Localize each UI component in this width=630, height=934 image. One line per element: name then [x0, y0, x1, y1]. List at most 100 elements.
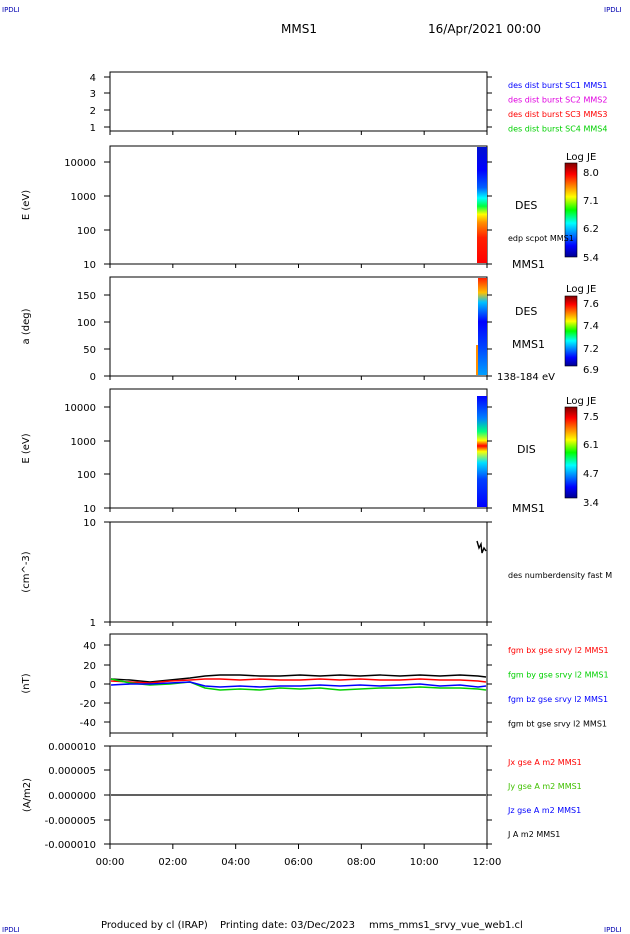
y-axis-label-des-pitch: a (deg)	[21, 308, 32, 344]
des-energy-spectrogram	[477, 147, 487, 263]
corner-label-top-left: IPDLI	[2, 6, 20, 14]
corner-label-bottom-left: IPDLI	[2, 926, 20, 934]
legend-bfield-2: fgm by gse srvy l2 MMS1	[508, 671, 609, 680]
colorbar-tick-des-pitch: 7.4	[583, 321, 599, 332]
overlay-label-scpot: edp scpot MMS1	[508, 234, 574, 243]
colorbar-title-des-energy: Log JE	[566, 152, 596, 163]
legend-current-3: Jz gse A m2 MMS1	[507, 806, 581, 815]
legend-bfield-1: fgm bx gse srvy l2 MMS1	[508, 646, 609, 655]
y-tick-label-des-pitch: 50	[83, 345, 96, 356]
x-tick-label: 06:00	[284, 857, 313, 868]
date-title: 16/Apr/2021 00:00	[428, 22, 542, 36]
des-pitch-spectrogram-edge	[476, 345, 478, 375]
bfield-bx-trace	[110, 678, 487, 684]
density-trace	[476, 540, 487, 554]
legend-bfield-3: fgm bz gse srvy l2 MMS1	[508, 695, 608, 704]
y-tick-label-current: 0.000010	[48, 742, 96, 753]
y-axis-label-density: (cm^-3)	[21, 551, 32, 592]
y-tick-label-des-energy: 10000	[64, 158, 96, 169]
y-axis-label-dis-energy: E (eV)	[21, 433, 32, 463]
y-tick-label-dis-energy: 10000	[64, 403, 96, 414]
y-tick-label-burst: 1	[90, 123, 96, 134]
x-tick-label: 08:00	[347, 857, 376, 868]
y-tick-label-dis-energy: 100	[77, 470, 96, 481]
colorbar-tick-des-energy: 5.4	[583, 253, 599, 264]
x-tick-label: 10:00	[410, 857, 439, 868]
x-tick-label: 04:00	[221, 857, 250, 868]
y-tick-label-des-pitch: 0	[90, 372, 96, 383]
spacecraft-title: MMS1	[281, 22, 317, 36]
panel-frame-dis-energy	[109, 388, 488, 509]
y-tick-label-current: -0.000010	[45, 840, 96, 851]
legend-current-4: J A m2 MMS1	[507, 830, 560, 839]
colorbar-tick-des-energy: 6.2	[583, 224, 599, 235]
legend-burst-3: des dist burst SC3 MMS3	[508, 110, 607, 119]
y-tick-label-burst: 2	[90, 106, 96, 117]
colorbar-dis-energy	[564, 406, 578, 499]
y-tick-label-des-pitch: 150	[77, 291, 96, 302]
y-tick-label-dis-energy: 10	[83, 504, 96, 515]
spacecraft-label-dis: MMS1	[512, 502, 545, 515]
y-tick-label-burst: 4	[90, 73, 96, 84]
x-tick-label: 12:00	[473, 857, 502, 868]
corner-label-bottom-right: IPDLI	[604, 926, 622, 934]
y-tick-label-des-energy: 100	[77, 226, 96, 237]
y-axis-label-current: (A/m2)	[22, 778, 33, 812]
colorbar-tick-des-energy: 8.0	[583, 168, 599, 179]
colorbar-title-dis-energy: Log JE	[566, 396, 596, 407]
legend-current-2: Jy gse A m2 MMS1	[507, 782, 582, 791]
colorbar-tick-des-pitch: 7.2	[583, 344, 599, 355]
y-axis-label-bfield: (nT)	[21, 673, 32, 693]
y-axis-label-des-energy: E (eV)	[21, 190, 32, 220]
colorbar-title-des-pitch: Log JE	[566, 284, 596, 295]
footer-filename: mms_mms1_srvy_vue_web1.cl	[369, 920, 523, 931]
bfield-traces	[110, 674, 487, 691]
panel-label-des: DES	[515, 199, 537, 212]
y-tick-label-bfield: 40	[83, 641, 96, 652]
y-tick-label-des-pitch: 100	[77, 318, 96, 329]
legend-burst-1: des dist burst SC1 MMS1	[508, 81, 607, 90]
y-tick-label-dis-energy: 1000	[71, 437, 96, 448]
footer-produced: Produced by cl (IRAP)	[101, 920, 208, 931]
panel-frame-des-pitch	[109, 276, 488, 377]
spacecraft-label-des-energy: MMS1	[512, 258, 545, 271]
des-pitch-spectrogram	[478, 278, 487, 375]
y-tick-label-bfield: 0	[90, 680, 96, 691]
colorbar-tick-dis-energy: 3.4	[583, 498, 599, 509]
y-tick-label-bfield: -40	[80, 718, 96, 729]
panel-frame-density	[109, 521, 488, 623]
panel-frame-burst	[109, 71, 488, 132]
bfield-bz-trace	[110, 681, 487, 688]
y-tick-label-current: 0.000005	[48, 766, 96, 777]
dis-energy-spectrogram	[477, 396, 487, 507]
y-tick-label-des-energy: 1000	[71, 192, 96, 203]
spacecraft-label-des-pitch: MMS1	[512, 338, 545, 351]
colorbar-des-energy	[564, 162, 578, 258]
y-tick-label-bfield: 20	[83, 661, 96, 672]
legend-density: des numberdensity fast M	[508, 571, 612, 580]
energy-range-label: 138-184 eV	[497, 372, 555, 383]
colorbar-tick-dis-energy: 4.7	[583, 469, 599, 480]
legend-burst-4: des dist burst SC4 MMS4	[508, 125, 607, 134]
y-tick-label-burst: 3	[90, 89, 96, 100]
colorbar-tick-des-pitch: 7.6	[583, 299, 599, 310]
colorbar-tick-des-energy: 7.1	[583, 196, 599, 207]
legend-burst-2: des dist burst SC2 MMS2	[508, 96, 607, 105]
legend-bfield-4: fgm bt gse srvy l2 MMS1	[508, 720, 607, 729]
legend-current-1: Jx gse A m2 MMS1	[507, 758, 582, 767]
y-tick-label-current: -0.000005	[45, 816, 96, 827]
bfield-bt-trace	[110, 674, 487, 683]
panel-label-des-pitch: DES	[515, 305, 537, 318]
panel-frame-des-energy	[109, 145, 488, 265]
colorbar-tick-dis-energy: 6.1	[583, 440, 599, 451]
footer-printing-date: Printing date: 03/Dec/2023	[220, 920, 356, 931]
colorbar-tick-dis-energy: 7.5	[583, 412, 599, 423]
y-tick-label-current: 0.000000	[48, 791, 96, 802]
colorbar-tick-des-pitch: 6.9	[583, 365, 599, 376]
x-tick-label: 02:00	[158, 857, 187, 868]
x-tick-label: 00:00	[96, 857, 125, 868]
panel-label-dis: DIS	[517, 443, 536, 456]
y-tick-label-density: 1	[90, 618, 96, 629]
colorbar-des-pitch	[564, 295, 578, 367]
